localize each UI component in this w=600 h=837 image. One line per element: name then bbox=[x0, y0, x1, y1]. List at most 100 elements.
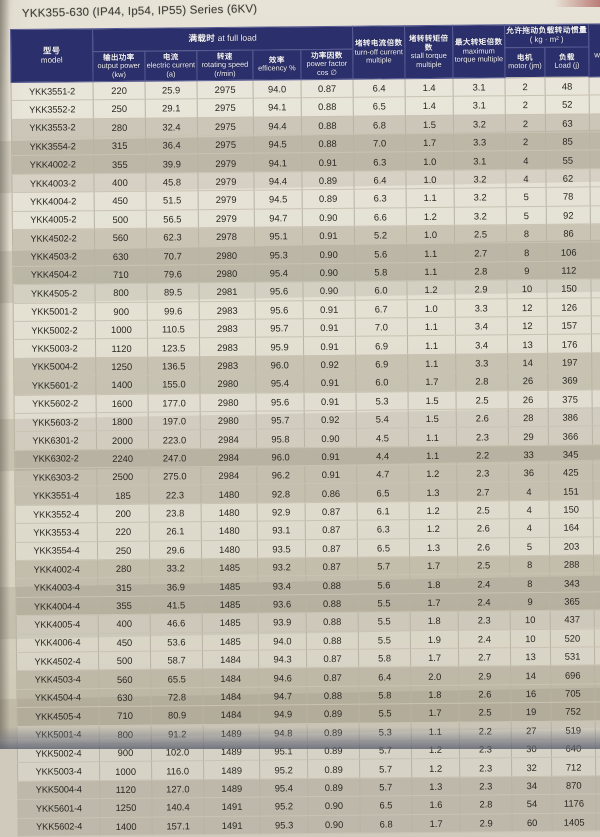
cell-inertia_motor_jm: 2 bbox=[505, 132, 546, 152]
cell-model: YKK5602-2 bbox=[14, 394, 97, 414]
cell-power_factor: 0.86 bbox=[304, 483, 358, 503]
cell-model: YKK6303-2 bbox=[14, 467, 97, 487]
cell-rotating_speed_rmin: 1485 bbox=[202, 613, 259, 633]
cell-power_factor: 0.88 bbox=[306, 612, 359, 632]
cell-turn_off_current_multiple: 6.5 bbox=[357, 538, 410, 558]
cell-inertia_motor_jm: 4 bbox=[509, 500, 550, 519]
cell-stall_torque_multiple: 1.2 bbox=[406, 206, 455, 226]
cell-electric_current_a: 58.7 bbox=[150, 650, 203, 670]
cell-model: YKK4503-2 bbox=[12, 247, 95, 267]
cell-inertia_motor_jm: 8 bbox=[506, 242, 547, 262]
cell-electric_current_a: 29.1 bbox=[145, 98, 198, 118]
cell-model: YKK5601-2 bbox=[13, 375, 97, 396]
column-group-header-full-load: 满载时 at full load bbox=[92, 26, 353, 52]
cell-output_power_kw: 450 bbox=[98, 632, 151, 652]
cell-turn_off_current_multiple: 6.0 bbox=[354, 280, 408, 300]
cell-power_factor: 0.91 bbox=[304, 446, 357, 466]
column-header-maximum-torque: 最大转矩倍数 maximum torque multiple bbox=[452, 24, 506, 79]
cell-rotating_speed_rmin: 1480 bbox=[201, 503, 258, 522]
cell-turn_off_current_multiple: 6.5 bbox=[356, 483, 410, 503]
cell-stall_torque_multiple: 1.2 bbox=[411, 758, 460, 778]
cell-turn_off_current_multiple: 6.6 bbox=[354, 207, 407, 227]
cell-power_factor: 0.88 bbox=[306, 630, 359, 650]
cell-efficiency_pct: 96.0 bbox=[256, 447, 305, 467]
cell-power_factor: 0.88 bbox=[301, 97, 354, 117]
cell-stall_torque_multiple: 1.1 bbox=[406, 243, 455, 263]
cell-weight_kg: 10600 bbox=[592, 462, 600, 482]
cell-stall_torque_multiple: 1.7 bbox=[411, 703, 460, 723]
cell-maximum_torque_multiple: 3.1 bbox=[453, 96, 506, 115]
cell-model: YKK3551-2 bbox=[11, 81, 94, 101]
cell-stall_torque_multiple: 1.1 bbox=[406, 188, 455, 208]
cell-electric_current_a: 155.0 bbox=[147, 374, 201, 394]
cell-electric_current_a: 36.9 bbox=[149, 577, 202, 597]
cell-rotating_speed_rmin: 1480 bbox=[200, 484, 258, 504]
cell-output_power_kw: 1120 bbox=[99, 779, 152, 799]
cell-inertia_load_j: 63 bbox=[545, 113, 590, 133]
cell-turn_off_current_multiple: 5.5 bbox=[357, 593, 411, 613]
cell-weight_kg: 2320 bbox=[589, 113, 600, 133]
cell-output_power_kw: 2000 bbox=[96, 430, 149, 450]
cell-model: YKK4505-2 bbox=[12, 283, 96, 304]
cell-inertia_motor_jm: 36 bbox=[508, 463, 549, 483]
cell-electric_current_a: 23.8 bbox=[149, 503, 202, 523]
cell-electric_current_a: 99.6 bbox=[147, 301, 200, 321]
cell-turn_off_current_multiple: 5.7 bbox=[359, 777, 412, 797]
cell-inertia_motor_jm: 8 bbox=[506, 224, 547, 244]
cell-rotating_speed_rmin: 2980 bbox=[200, 392, 257, 412]
cell-stall_torque_multiple: 1.7 bbox=[407, 372, 457, 392]
cell-rotating_speed_rmin: 2979 bbox=[197, 153, 254, 173]
cell-model: YKK6301-2 bbox=[14, 431, 97, 451]
cell-rotating_speed_rmin: 1484 bbox=[202, 650, 259, 670]
cell-weight_kg: 3080 bbox=[590, 186, 600, 206]
cell-turn_off_current_multiple: 5.6 bbox=[354, 244, 407, 263]
cell-turn_off_current_multiple: 6.1 bbox=[357, 501, 410, 521]
cell-rotating_speed_rmin: 1485 bbox=[202, 631, 259, 651]
cell-turn_off_current_multiple: 5.5 bbox=[359, 703, 412, 723]
cell-output_power_kw: 1250 bbox=[95, 356, 148, 376]
table-body: YKK3551-2 220 25.9 2975 94.0 0.87 6.4 1.4 3.1 2 48… bbox=[11, 76, 600, 837]
cell-rotating_speed_rmin: 2975 bbox=[197, 135, 254, 155]
column-header-weight: 重量 weight (kg) bbox=[588, 23, 600, 77]
cell-weight_kg: 6030 bbox=[591, 297, 600, 316]
cell-model: YKK4002-4 bbox=[15, 559, 98, 579]
cell-turn_off_current_multiple: 5.8 bbox=[358, 648, 411, 668]
cell-inertia_motor_jm: 10 bbox=[510, 628, 551, 648]
cell-inertia_load_j: 150 bbox=[546, 279, 592, 298]
page-bottom-edge bbox=[0, 727, 600, 749]
cell-maximum_torque_multiple: 3.2 bbox=[454, 187, 507, 207]
cell-weight_kg: 3850 bbox=[594, 664, 600, 684]
cell-electric_current_a: 62.3 bbox=[146, 227, 199, 247]
cell-inertia_load_j: 437 bbox=[550, 610, 595, 629]
cell-efficiency_pct: 95.2 bbox=[259, 760, 308, 779]
cell-maximum_torque_multiple: 2.5 bbox=[457, 500, 510, 520]
cell-maximum_torque_multiple: 2.3 bbox=[459, 776, 512, 796]
cell-inertia_load_j: 366 bbox=[548, 426, 593, 446]
column-group-header-inertia: 允许拖动负载转动惯量 ( kg · m² ) bbox=[504, 23, 589, 48]
cell-model: YKK3553-4 bbox=[15, 522, 98, 543]
cell-inertia_load_j: 78 bbox=[546, 187, 591, 206]
column-header-electric-current-en: electric current (a) bbox=[146, 60, 196, 79]
cell-inertia_motor_jm: 10 bbox=[510, 610, 551, 630]
cell-inertia_motor_jm: 4 bbox=[508, 481, 550, 501]
cell-turn_off_current_multiple: 5.5 bbox=[358, 630, 411, 650]
cell-weight_kg: 6050 bbox=[591, 315, 600, 335]
cell-efficiency_pct: 94.9 bbox=[259, 704, 308, 724]
cell-inertia_motor_jm: 2 bbox=[505, 114, 546, 133]
cell-turn_off_current_multiple: 6.4 bbox=[358, 667, 411, 686]
cell-inertia_load_j: 176 bbox=[547, 334, 592, 354]
column-header-stall-torque: 堵转转矩倍数 stall torque multiple bbox=[404, 25, 454, 79]
cell-power_factor: 0.92 bbox=[304, 410, 357, 430]
cell-turn_off_current_multiple: 6.3 bbox=[357, 519, 410, 539]
cell-inertia_motor_jm: 2 bbox=[505, 77, 546, 97]
cell-efficiency_pct: 96.0 bbox=[255, 355, 304, 375]
cell-turn_off_current_multiple: 5.3 bbox=[356, 391, 409, 411]
cell-inertia_motor_jm: 5 bbox=[509, 537, 550, 556]
cell-stall_torque_multiple: 1.7 bbox=[412, 813, 461, 833]
cell-turn_off_current_multiple: 7.0 bbox=[353, 133, 406, 153]
cell-model: YKK4504-2 bbox=[12, 265, 95, 285]
cell-weight_kg: 3970 bbox=[594, 683, 600, 703]
cell-power_factor: 0.92 bbox=[303, 354, 356, 374]
cell-model: YKK4502-2 bbox=[12, 228, 95, 248]
